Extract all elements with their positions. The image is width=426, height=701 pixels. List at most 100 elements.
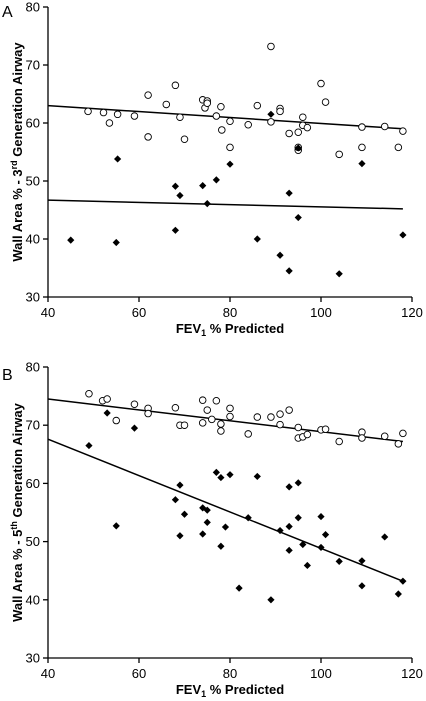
data-point-open-circle [276,107,284,116]
data-point-filled-diamond [285,546,293,554]
data-point-open-circle [335,437,343,446]
data-point-filled-diamond [203,200,211,208]
y-axis-label-text: Wall Area % - 5 [10,530,25,622]
data-point-open-circle [303,430,312,439]
data-point-filled-diamond [285,483,293,491]
x-tick-label: 100 [310,666,332,681]
data-point-open-circle [244,120,252,129]
data-point-open-circle [399,429,407,438]
data-point-filled-diamond [112,522,120,530]
data-point-filled-diamond [267,596,275,604]
data-point-filled-diamond [176,532,184,540]
data-point-open-circle [162,100,171,109]
x-axis-label-subscript: 1 [201,689,206,699]
y-tick-label: 60 [26,476,40,491]
data-point-open-circle [171,81,180,90]
data-point-filled-diamond [212,176,220,184]
data-point-filled-diamond [294,213,302,222]
panel-label: B [2,367,13,384]
data-point-open-circle [198,396,207,404]
x-tick-label: 120 [401,305,423,320]
data-point-open-circle [399,127,407,135]
x-axis-label-text: FEV [176,321,202,336]
data-point-filled-diamond [244,514,252,522]
data-point-open-circle [112,416,120,425]
data-point-filled-diamond [317,543,325,552]
x-tick-label: 60 [132,305,146,320]
x-tick-label: 40 [41,305,55,320]
data-point-filled-diamond [85,441,93,450]
data-point-open-circle [203,99,211,108]
data-point-open-circle [267,42,275,51]
data-point-open-circle [212,112,221,120]
x-tick-label: 80 [223,305,237,320]
x-axis-label: FEV1 % Predicted [176,682,284,699]
data-point-open-circle [380,122,389,131]
data-point-filled-diamond [176,481,184,489]
data-point-filled-diamond [253,235,261,243]
x-tick-label: 100 [310,305,332,320]
y-tick-label: 50 [26,174,40,189]
trend-line-filled-diamonds [47,199,403,210]
data-point-open-circle [253,101,262,110]
trend-line-filled-diamonds [47,438,404,582]
data-point-filled-diamond [276,526,284,535]
data-point-open-circle [226,412,234,421]
data-point-filled-diamond [226,471,234,479]
x-tick-label: 120 [401,666,423,681]
data-point-filled-diamond [285,267,293,275]
data-point-open-circle [144,133,152,141]
data-point-filled-diamond [235,584,243,592]
data-point-filled-diamond [294,144,302,152]
data-point-filled-diamond [130,424,139,432]
data-point-filled-diamond [171,182,179,190]
y-tick-label: 40 [26,232,40,247]
data-point-open-circle [394,440,403,448]
data-point-open-circle [380,432,389,441]
data-point-open-circle [303,123,312,132]
data-point-open-circle [321,425,330,434]
data-point-filled-diamond [321,531,330,539]
data-point-open-circle [208,415,216,424]
x-axis-label-subscript: 1 [201,328,206,338]
x-axis-label-text: FEV [176,682,202,697]
data-point-open-circle [217,420,225,428]
data-point-open-circle [226,143,234,152]
data-point-filled-diamond [299,540,307,549]
data-point-open-circle [180,135,189,143]
data-point-open-circle [84,107,92,116]
panel-label: A [2,4,13,21]
data-point-open-circle [285,406,293,414]
data-point-open-circle [226,404,234,413]
data-point-filled-diamond [221,523,230,531]
data-point-filled-diamond [335,270,343,278]
data-point-open-circle [212,397,221,405]
data-point-open-circle [267,118,275,126]
x-tick-label: 40 [41,666,55,681]
data-point-filled-diamond [358,557,366,565]
data-point-filled-diamond [114,155,122,163]
data-point-open-circle [198,419,207,427]
data-point-open-circle [317,79,325,88]
y-axis-label-superscript: rd [9,160,19,169]
y-axis-label-text: Generation Airway [10,402,25,521]
y-tick-label: 80 [26,0,40,15]
data-point-open-circle [171,403,180,412]
data-point-open-circle [144,409,152,418]
data-point-filled-diamond [294,514,302,522]
y-tick-label: 40 [26,592,40,607]
data-point-filled-diamond [358,160,366,168]
data-point-filled-diamond [394,590,402,598]
x-tick-label: 60 [132,666,146,681]
data-point-filled-diamond [317,512,325,521]
data-point-open-circle [267,413,275,421]
data-point-filled-diamond [67,236,75,244]
data-point-filled-diamond [199,530,207,538]
data-point-open-circle [285,129,293,138]
data-point-filled-diamond [335,557,343,565]
data-point-filled-diamond [285,522,293,531]
data-point-open-circle [294,423,303,432]
